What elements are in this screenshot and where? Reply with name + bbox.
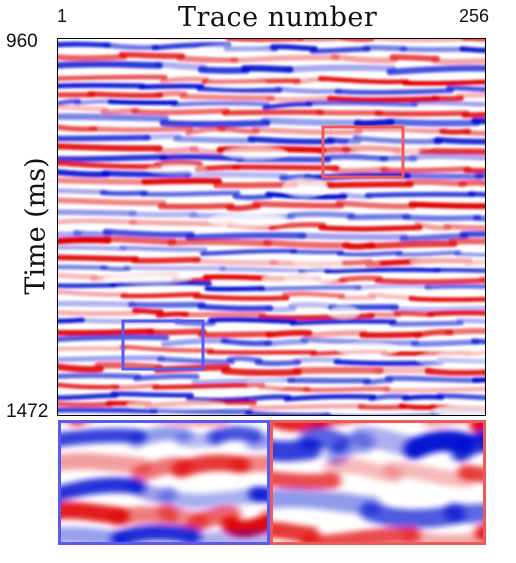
x-axis-start-label: 1	[57, 6, 68, 26]
red-highlight-box	[321, 125, 405, 179]
x-axis-end-label: 256	[459, 6, 490, 26]
zoom-image-red	[270, 420, 486, 545]
zoom-image-blue	[58, 420, 270, 545]
y-axis-start-label: 960	[6, 31, 38, 52]
y-axis-end-label: 1472	[6, 401, 49, 422]
zoom-panel-red	[270, 420, 486, 545]
x-axis-title: Trace number	[178, 2, 378, 33]
seismic-image	[58, 39, 485, 415]
blue-highlight-box	[121, 319, 205, 371]
zoom-panel-blue	[58, 420, 270, 545]
seismic-section	[57, 38, 486, 416]
y-axis-title: Time (ms)	[20, 157, 52, 295]
